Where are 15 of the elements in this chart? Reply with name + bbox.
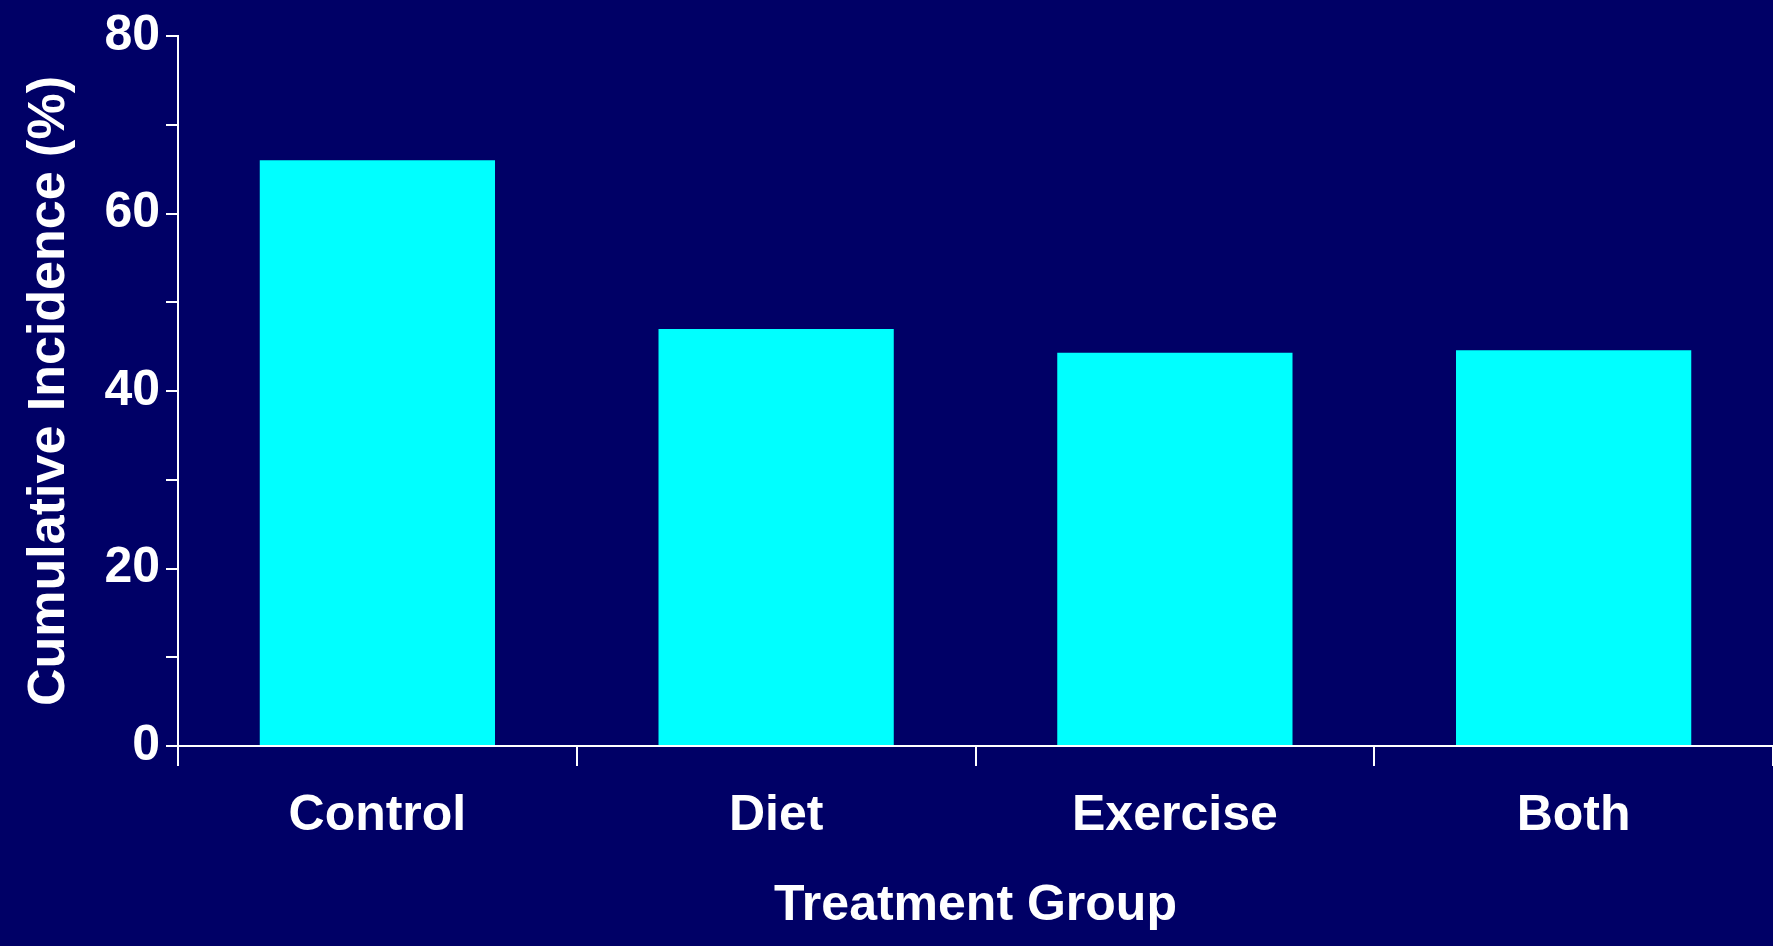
y-tick-label: 20 [104, 537, 161, 594]
y-tick-label: 60 [104, 182, 161, 239]
bar [658, 328, 894, 745]
x-tick-label: Diet [728, 784, 824, 841]
y-tick-label: 40 [104, 359, 161, 416]
bar [1057, 352, 1293, 745]
bar [1456, 350, 1692, 745]
x-tick-label: Both [1516, 784, 1631, 841]
y-tick-label: 80 [104, 4, 161, 61]
y-axis-title: Cumulative Incidence (%) [16, 76, 75, 706]
x-tick-label: Exercise [1072, 784, 1278, 841]
x-tick-label: Control [288, 784, 467, 841]
y-tick-label: 0 [132, 714, 161, 771]
x-axis-title: Treatment Group [774, 874, 1177, 931]
bar [259, 160, 496, 745]
